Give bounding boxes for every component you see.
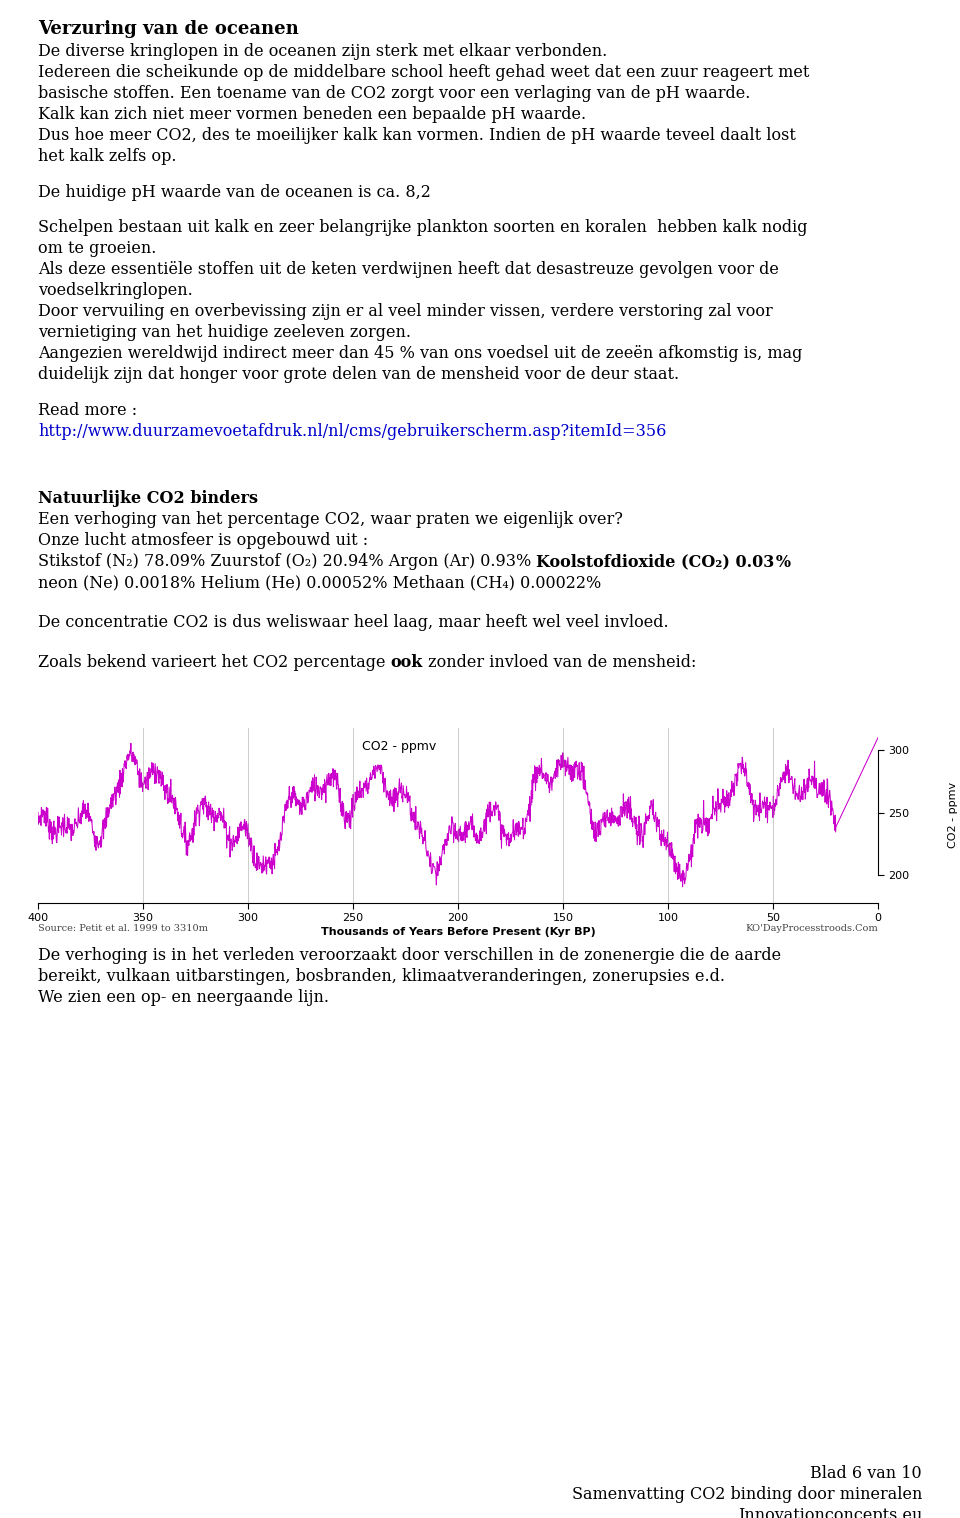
Text: Verzuring van de oceanen: Verzuring van de oceanen [38,20,299,38]
Text: Onze lucht atmosfeer is opgebouwd uit :: Onze lucht atmosfeer is opgebouwd uit : [38,533,368,550]
Text: neon (Ne) 0.0018% Helium (He) 0.00052% Methaan (CH₄) 0.00022%: neon (Ne) 0.0018% Helium (He) 0.00052% M… [38,574,601,592]
Text: http://www.duurzamevoetafdruk.nl/nl/cms/gebruikerscherm.asp?itemId=356: http://www.duurzamevoetafdruk.nl/nl/cms/… [38,424,666,440]
Text: duidelijk zijn dat honger voor grote delen van de mensheid voor de deur staat.: duidelijk zijn dat honger voor grote del… [38,366,679,384]
Text: Als deze essentiële stoffen uit de keten verdwijnen heeft dat desastreuze gevolg: Als deze essentiële stoffen uit de keten… [38,261,779,278]
Text: De concentratie CO2 is dus weliswaar heel laag, maar heeft wel veel invloed.: De concentratie CO2 is dus weliswaar hee… [38,615,668,631]
Text: De verhoging is in het verleden veroorzaakt door verschillen in de zonenergie di: De verhoging is in het verleden veroorza… [38,947,781,964]
Text: We zien een op- en neergaande lijn.: We zien een op- en neergaande lijn. [38,990,329,1006]
Text: Schelpen bestaan uit kalk en zeer belangrijke plankton soorten en koralen  hebbe: Schelpen bestaan uit kalk en zeer belang… [38,220,807,237]
Text: Stikstof (N₂) 78.09% Zuurstof (O₂) 20.94% Argon (Ar) 0.93%: Stikstof (N₂) 78.09% Zuurstof (O₂) 20.94… [38,553,537,571]
Text: ook: ook [391,654,422,671]
Text: Koolstofdioxide (CO₂) 0.03 %: Koolstofdioxide (CO₂) 0.03 % [537,553,791,571]
Text: Een verhoging van het percentage CO2, waar praten we eigenlijk over?: Een verhoging van het percentage CO2, wa… [38,512,623,528]
Text: De huidige pH waarde van de oceanen is ca. 8,2: De huidige pH waarde van de oceanen is c… [38,184,431,200]
Text: voedselkringlopen.: voedselkringlopen. [38,282,193,299]
Text: Read more :: Read more : [38,402,137,419]
Y-axis label: CO2 - ppmv: CO2 - ppmv [948,782,958,849]
Text: Aangezien wereldwijd indirect meer dan 45 % van ons voedsel uit de zeeën afkomst: Aangezien wereldwijd indirect meer dan 4… [38,346,803,363]
Text: zonder invloed van de mensheid:: zonder invloed van de mensheid: [422,654,696,671]
Text: Kalk kan zich niet meer vormen beneden een bepaalde pH waarde.: Kalk kan zich niet meer vormen beneden e… [38,106,587,123]
Text: om te groeien.: om te groeien. [38,240,156,258]
Text: Dus hoe meer CO2, des te moeilijker kalk kan vormen. Indien de pH waarde teveel : Dus hoe meer CO2, des te moeilijker kalk… [38,128,796,144]
Text: Zoals bekend varieert het CO2 percentage: Zoals bekend varieert het CO2 percentage [38,654,391,671]
Text: basische stoffen. Een toename van de CO2 zorgt voor een verlaging van de pH waar: basische stoffen. Een toename van de CO2… [38,85,751,102]
Text: Blad 6 van 10: Blad 6 van 10 [810,1465,922,1482]
Text: Door vervuiling en overbevissing zijn er al veel minder vissen, verdere verstori: Door vervuiling en overbevissing zijn er… [38,304,773,320]
Text: Samenvatting CO2 binding door mineralen: Samenvatting CO2 binding door mineralen [571,1486,922,1503]
Text: De diverse kringlopen in de oceanen zijn sterk met elkaar verbonden.: De diverse kringlopen in de oceanen zijn… [38,43,608,61]
Text: bereikt, vulkaan uitbarstingen, bosbranden, klimaatveranderingen, zonerupsies e.: bereikt, vulkaan uitbarstingen, bosbrand… [38,968,725,985]
Text: Source: Petit et al. 1999 to 3310m: Source: Petit et al. 1999 to 3310m [38,924,208,934]
Text: Innovationconcepts.eu: Innovationconcepts.eu [737,1507,922,1518]
Text: CO2 - ppmv: CO2 - ppmv [362,739,437,753]
Text: Iedereen die scheikunde op de middelbare school heeft gehad weet dat een zuur re: Iedereen die scheikunde op de middelbare… [38,64,809,80]
Text: vernietiging van het huidige zeeleven zorgen.: vernietiging van het huidige zeeleven zo… [38,325,411,342]
Text: het kalk zelfs op.: het kalk zelfs op. [38,147,177,165]
X-axis label: Thousands of Years Before Present (Kyr BP): Thousands of Years Before Present (Kyr B… [321,927,595,937]
Text: KO'DayProcesstroods.Com: KO'DayProcesstroods.Com [745,924,878,934]
Text: Natuurlijke CO2 binders: Natuurlijke CO2 binders [38,490,258,507]
